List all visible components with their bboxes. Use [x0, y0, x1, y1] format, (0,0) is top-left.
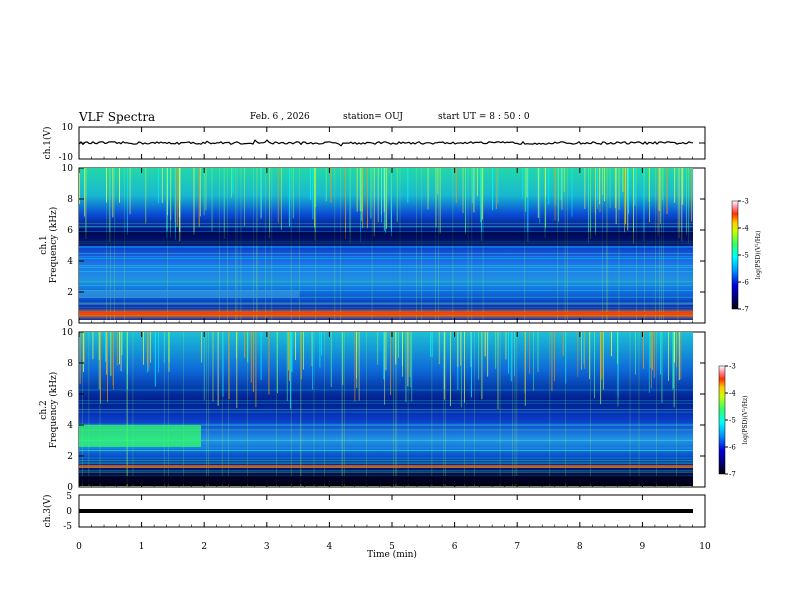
xtick-label: 8: [577, 542, 583, 552]
colorbar-tick-label: -3: [729, 363, 736, 371]
ch2-colorbar-label: log(PSD)(V²/Hz): [742, 396, 749, 445]
ch3-waveform-trace: [79, 509, 693, 513]
colorbar-tick-label: -7: [729, 471, 736, 479]
xtick-label: 3: [264, 542, 270, 552]
colorbar-tick-label: -6: [742, 279, 749, 287]
colorbar-tick-label: -3: [742, 198, 749, 206]
xtick-label: 0: [76, 542, 82, 552]
xtick-label: 4: [327, 542, 333, 552]
xtick-label: 6: [452, 542, 458, 552]
date-label: Feb. 6 , 2026: [250, 112, 310, 122]
ch3-waveform-panel: 5 0 -5 ch.3(V): [42, 492, 706, 532]
colorbar-tick-label: -7: [742, 306, 749, 314]
ytick-label: 6: [67, 226, 73, 236]
start-ut-label: start UT = 8 : 50 : 0: [438, 112, 530, 122]
ch1-waveform-panel: 10 -10 ch.1(V): [42, 123, 706, 163]
ch3-ytick-bottom: -5: [63, 522, 72, 532]
ytick-label: 2: [67, 288, 73, 298]
ch1-spec-ylabel-line1: ch.1: [39, 235, 49, 254]
ch3-ytick-top: 5: [66, 492, 72, 502]
ytick-label: 2: [67, 452, 73, 462]
ch2-colorbar: [718, 365, 726, 475]
ch1-colorbar-label: log(PSD)(V²/Hz): [755, 231, 762, 280]
xtick-label: 10: [699, 542, 711, 552]
xtick-label: 7: [514, 542, 520, 552]
xtick-label: 9: [640, 542, 646, 552]
ytick-label: 4: [67, 421, 73, 431]
ch2-spec-ylabel-line1: ch.2: [39, 400, 49, 419]
colorbar-tick-label: -4: [742, 225, 749, 233]
xtick-label: 5: [389, 542, 395, 552]
ch1-waveform-trace: [78, 139, 694, 147]
colorbar-tick-label: -5: [742, 252, 749, 260]
ytick-label: 10: [62, 328, 74, 338]
colorbar-tick-label: -6: [729, 444, 736, 452]
xtick-label: 1: [139, 542, 145, 552]
xtick-label: 2: [201, 542, 207, 552]
ytick-label: 10: [62, 164, 74, 174]
colorbar-tick-label: -5: [729, 417, 736, 425]
ch1-spec-ylabel-line2: Frequency (kHz): [48, 207, 59, 284]
ch1-ytick-bottom: -10: [59, 153, 74, 163]
ch3-ytick-mid: 0: [66, 507, 72, 517]
x-axis-label: Time (min): [367, 549, 417, 560]
ytick-label: 6: [67, 390, 73, 400]
ytick-label: 8: [67, 195, 73, 205]
figure-title: VLF Spectra: [79, 110, 156, 124]
colorbar-tick-label: -4: [729, 390, 736, 398]
station-label: station= OUJ: [343, 112, 404, 122]
ch1-colorbar: [731, 200, 739, 310]
ytick-label: 0: [67, 483, 73, 493]
ytick-label: 0: [67, 319, 73, 329]
ch1-ylabel: ch.1(V): [42, 127, 53, 160]
ytick-label: 8: [67, 359, 73, 369]
ch1-ytick-top: 10: [62, 123, 74, 133]
ytick-label: 4: [67, 257, 73, 267]
x-axis: 0 1 2 3 4 5 6 7 8 9 10: [76, 127, 711, 552]
ch3-ylabel: ch.3(V): [42, 495, 53, 528]
ch2-spec-ylabel-line2: Frequency (kHz): [48, 372, 59, 449]
